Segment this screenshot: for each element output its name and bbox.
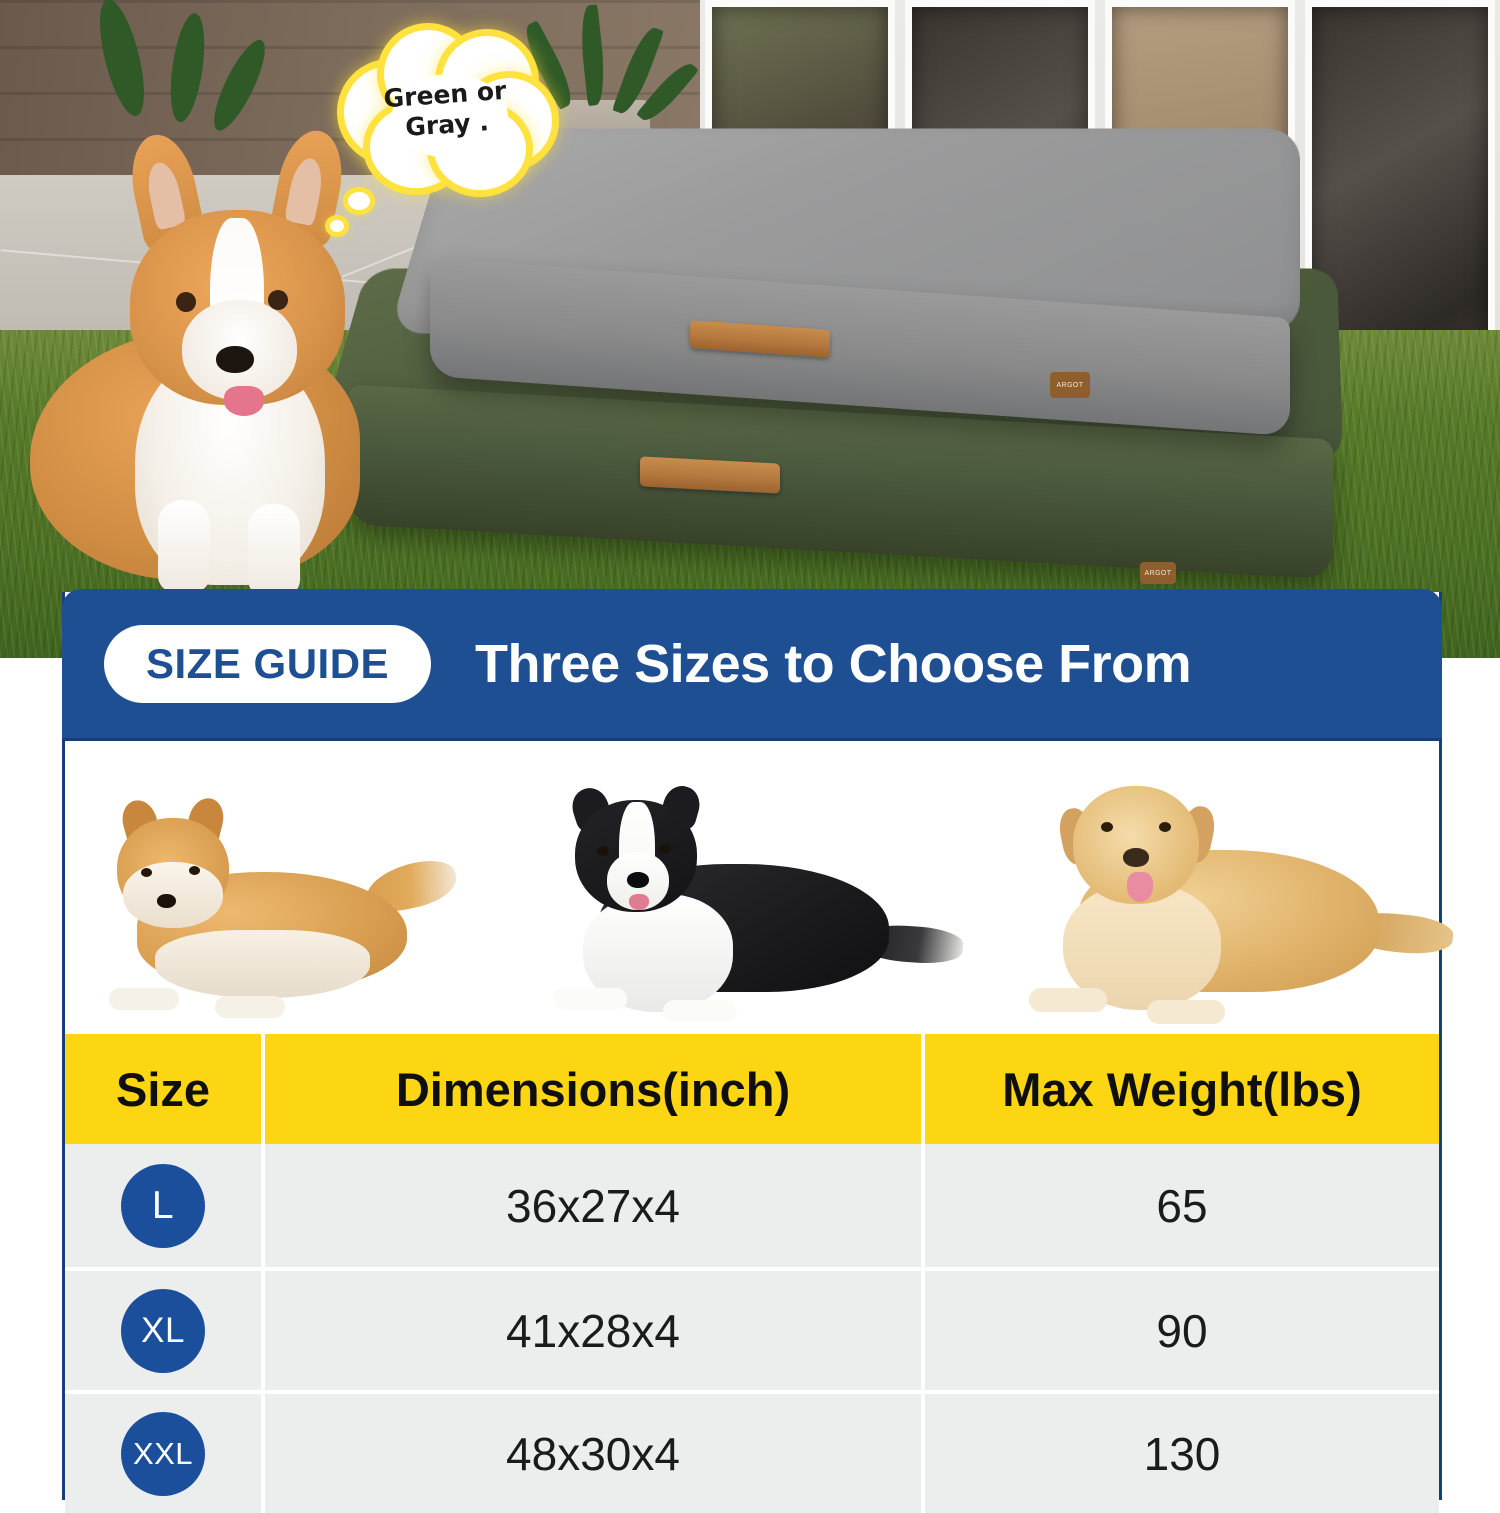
shiba-paw-left <box>109 988 179 1010</box>
table-header-row: Size Dimensions(inch) Max Weight(lbs) <box>65 1034 1439 1144</box>
size-badge-xxl: XXL <box>121 1411 205 1496</box>
size-guide-panel: SIZE GUIDE Three Sizes to Choose From <box>62 589 1455 1513</box>
product-lifestyle-photo: ARGOT ARGOT Green or Gra <box>0 0 1500 658</box>
collie-eye-left <box>597 846 609 856</box>
size-table: Size Dimensions(inch) Max Weight(lbs) L … <box>65 1034 1439 1513</box>
dog-illustration-golden <box>981 744 1455 1034</box>
bubble-line-2: Gray . <box>404 106 490 142</box>
collie-paw-left <box>553 988 627 1010</box>
table-row: XL 41x28x4 90 <box>65 1267 1439 1390</box>
table-row: L 36x27x4 65 <box>65 1144 1439 1267</box>
cell-max-weight: 90 <box>925 1267 1439 1390</box>
dog-bed-gray: ARGOT <box>388 120 1301 440</box>
collie-paw-right <box>663 1000 737 1022</box>
bubble-line-1: Green or <box>382 75 508 114</box>
cell-size: XL <box>65 1267 265 1390</box>
column-header-dimensions: Dimensions(inch) <box>265 1034 925 1144</box>
cell-max-weight: 65 <box>925 1144 1439 1267</box>
corgi-leg-right <box>248 504 300 596</box>
collie-nose <box>627 872 649 888</box>
dog-illustration-collie <box>523 744 981 1034</box>
cell-size: XXL <box>65 1390 265 1513</box>
bubble-dot-large <box>348 192 370 210</box>
golden-tongue <box>1127 872 1153 902</box>
size-guide-banner: SIZE GUIDE Three Sizes to Choose From <box>62 589 1442 741</box>
column-header-size: Size <box>65 1034 265 1144</box>
collie-tongue <box>629 894 649 910</box>
shiba-eye-right <box>189 866 200 875</box>
golden-eye-left <box>1101 822 1113 832</box>
cell-dimensions: 48x30x4 <box>265 1390 925 1513</box>
size-guide-badge: SIZE GUIDE <box>104 624 432 703</box>
cell-max-weight: 130 <box>925 1390 1439 1513</box>
cell-dimensions: 36x27x4 <box>265 1144 925 1267</box>
shiba-nose <box>157 894 176 908</box>
corgi-eye-right <box>268 290 288 310</box>
size-badge-xl: XL <box>121 1288 205 1373</box>
golden-paw-left <box>1029 988 1107 1012</box>
bubble-dot-small <box>330 220 344 232</box>
table-row: XXL 48x30x4 130 <box>65 1390 1439 1513</box>
dog-bed-green: ARGOT <box>311 262 1344 584</box>
shiba-eye-left <box>141 868 152 877</box>
corgi-eye-left <box>176 292 196 312</box>
size-guide-title: Three Sizes to Choose From <box>475 633 1192 694</box>
cell-size: L <box>65 1144 265 1267</box>
speech-bubble: Green or Gray . <box>330 22 562 232</box>
corgi-leg-left <box>158 500 210 592</box>
corgi-tongue <box>224 386 264 416</box>
corgi-nose <box>216 346 254 373</box>
brand-tag-green: ARGOT <box>1140 562 1176 584</box>
size-badge-l: L <box>121 1163 205 1248</box>
column-header-max-weight: Max Weight(lbs) <box>925 1034 1439 1144</box>
brand-tag-gray: ARGOT <box>1050 372 1090 398</box>
table-body: L 36x27x4 65 XL 41x28x4 90 XXL 48x30x4 1… <box>65 1144 1439 1513</box>
dog-illustration-shiba <box>65 744 523 1034</box>
collie-eye-right <box>659 844 671 854</box>
golden-eye-right <box>1159 822 1171 832</box>
cell-dimensions: 41x28x4 <box>265 1267 925 1390</box>
corgi-dog <box>10 100 410 600</box>
dog-size-illustrations <box>65 744 1455 1034</box>
shiba-belly <box>155 930 370 998</box>
golden-nose <box>1123 848 1149 867</box>
golden-paw-right <box>1147 1000 1225 1024</box>
shiba-paw-right <box>215 996 285 1018</box>
